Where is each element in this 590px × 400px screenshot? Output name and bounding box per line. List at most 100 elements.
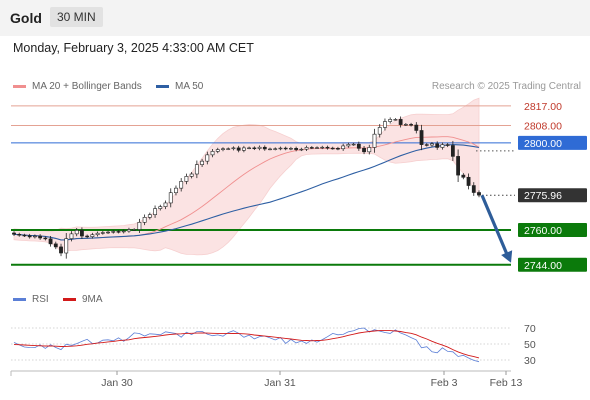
candle xyxy=(17,232,22,237)
candle xyxy=(59,243,63,257)
candle-body xyxy=(294,148,299,150)
candle xyxy=(48,236,53,247)
instrument-name: Gold xyxy=(10,10,42,26)
candle xyxy=(137,218,142,233)
candle xyxy=(80,227,84,240)
candle-body xyxy=(168,192,173,204)
legend-ma50-label: MA 50 xyxy=(175,81,204,92)
top-bar: Gold 30 MIN xyxy=(0,0,590,36)
candle-body xyxy=(194,164,199,175)
candle xyxy=(106,230,110,234)
candle xyxy=(236,145,241,153)
timeframe-button[interactable]: 30 MIN xyxy=(50,7,103,27)
candle xyxy=(12,231,16,236)
legend-9ma-swatch xyxy=(63,298,76,301)
candle-body xyxy=(414,124,419,131)
candle-body xyxy=(241,147,246,151)
candle xyxy=(383,118,387,131)
candle xyxy=(90,232,95,239)
candle xyxy=(153,205,157,218)
candle xyxy=(257,145,262,151)
candle xyxy=(200,158,204,167)
candle-body xyxy=(106,231,110,234)
level-label-support: 2744.00 xyxy=(524,260,562,272)
candle xyxy=(147,212,152,220)
candle-body xyxy=(179,181,184,189)
candle xyxy=(325,145,330,150)
candle-body xyxy=(43,237,48,240)
candle-body xyxy=(309,147,314,149)
legend-ma50: MA 50 xyxy=(156,81,203,92)
candle-body xyxy=(174,187,178,194)
candle-body xyxy=(205,154,210,162)
candle xyxy=(419,124,424,151)
candle xyxy=(252,146,257,151)
candle-body xyxy=(450,145,455,157)
candle-body xyxy=(362,148,366,153)
candle-body xyxy=(367,147,372,153)
candle xyxy=(278,146,283,151)
candle-body xyxy=(215,149,220,152)
time-axis-label: Feb 3 xyxy=(431,377,458,389)
candle-body xyxy=(247,147,252,149)
candle-body xyxy=(257,146,262,149)
level-label-resistance: 2808.00 xyxy=(524,120,562,132)
candle-body xyxy=(419,130,424,145)
candle-body xyxy=(189,173,194,177)
rsi-line xyxy=(13,327,480,363)
candle-body xyxy=(64,238,69,254)
time-axis-label: Jan 30 xyxy=(101,377,133,389)
candle xyxy=(336,146,340,151)
candle xyxy=(372,128,377,153)
level-tag-support xyxy=(518,257,587,272)
candle xyxy=(435,141,440,150)
candle-body xyxy=(304,147,309,150)
candle xyxy=(27,233,32,239)
candle-body xyxy=(158,206,163,209)
candle xyxy=(346,142,351,148)
level-tag-support xyxy=(518,222,587,237)
candle xyxy=(477,190,481,198)
candle-body xyxy=(80,230,84,237)
candle-body xyxy=(12,232,16,235)
candle xyxy=(330,146,335,150)
candle-body xyxy=(456,156,461,176)
candle-body xyxy=(283,147,288,150)
candle xyxy=(414,122,419,134)
candle-body xyxy=(95,232,100,236)
candle-body xyxy=(132,229,137,231)
candle xyxy=(377,124,382,138)
candle-body xyxy=(100,232,105,234)
candle xyxy=(262,145,267,151)
candle-body xyxy=(356,143,361,149)
candle xyxy=(32,234,37,239)
ma50-line xyxy=(13,144,480,241)
candle-body xyxy=(85,235,90,238)
candle xyxy=(315,146,319,149)
candle xyxy=(215,147,220,154)
candle-body xyxy=(121,230,126,233)
legend-rsi-swatch xyxy=(13,298,26,301)
legend-rsi-label: RSI xyxy=(32,294,49,305)
candle xyxy=(43,236,48,241)
candle-body xyxy=(440,144,445,148)
legend-bollinger-swatch xyxy=(13,85,26,88)
candle xyxy=(445,143,450,148)
candle xyxy=(231,146,236,151)
legend-bollinger: MA 20 + Bollinger Bands xyxy=(13,81,142,92)
legend-ma50-swatch xyxy=(156,85,169,88)
candle-body xyxy=(435,143,440,148)
candle-body xyxy=(221,148,225,150)
candle-body xyxy=(377,127,382,135)
time-axis-label: Feb 13 xyxy=(490,377,523,389)
candle xyxy=(179,178,184,192)
candle xyxy=(221,147,225,152)
candle xyxy=(456,149,461,183)
candle-body xyxy=(341,145,346,150)
candle xyxy=(116,230,121,234)
candle xyxy=(210,149,215,158)
candle xyxy=(163,200,168,210)
candle xyxy=(121,229,126,234)
